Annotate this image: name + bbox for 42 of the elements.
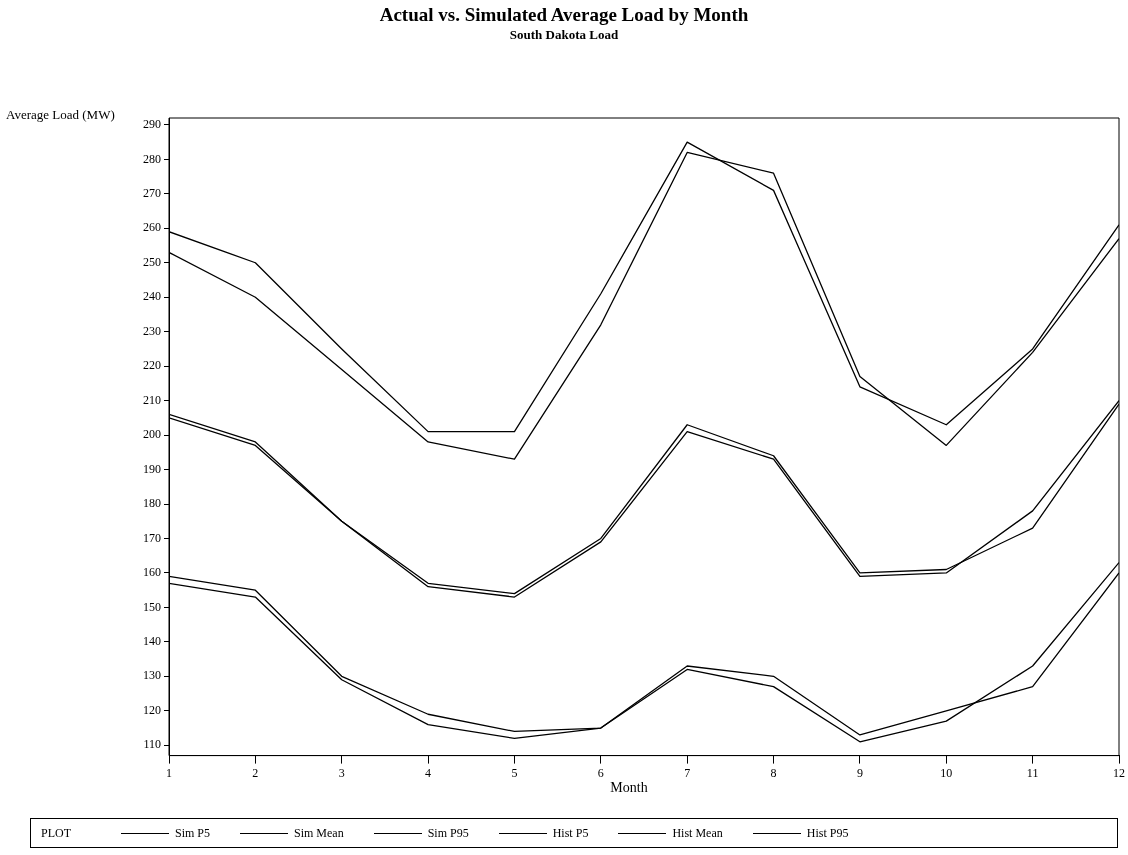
legend-title: PLOT	[41, 825, 72, 841]
x-tick-label: 4	[425, 765, 432, 780]
y-tick-label: 120	[143, 702, 161, 717]
y-tick-label: 220	[143, 358, 161, 373]
legend-label: Hist Mean	[672, 825, 723, 841]
y-tick-label: 250	[143, 254, 161, 269]
y-tick-label: 170	[143, 530, 161, 545]
y-tick-label: 270	[143, 185, 161, 200]
x-tick-label: 9	[856, 765, 863, 780]
legend-label: Sim P5	[175, 825, 211, 841]
y-tick-label: 190	[143, 461, 161, 476]
x-tick-label: 5	[511, 765, 518, 780]
y-tick-label: 290	[143, 117, 161, 132]
chart-title: Actual vs. Simulated Average Load by Month	[378, 4, 750, 26]
x-tick-label: 12	[1113, 765, 1125, 780]
x-tick-label: 1	[166, 765, 172, 780]
y-tick-label: 130	[143, 668, 161, 683]
y-tick-label: 230	[143, 323, 161, 338]
y-tick-label: 260	[143, 220, 161, 235]
x-tick-label: 10	[940, 765, 953, 780]
x-tick-label: 11	[1026, 765, 1039, 780]
chart-subtitle: South Dakota Load	[508, 27, 620, 43]
y-axis-title: Average Load (MW)	[6, 107, 115, 123]
x-tick-label: 7	[684, 765, 691, 780]
legend-label: Sim Mean	[294, 825, 344, 841]
y-tick-label: 150	[143, 599, 161, 614]
y-tick-label: 160	[143, 565, 161, 580]
x-tick-label: 8	[770, 765, 777, 780]
y-tick-label: 110	[143, 737, 161, 752]
x-axis-title: Month	[609, 780, 649, 796]
y-tick-label: 240	[143, 289, 161, 304]
y-tick-label: 180	[143, 496, 161, 511]
y-tick-label: 140	[143, 634, 161, 649]
y-tick-label: 210	[143, 392, 161, 407]
legend-label: Sim P95	[427, 825, 469, 841]
x-tick-label: 6	[597, 765, 604, 780]
x-tick-label: 2	[252, 765, 259, 780]
y-tick-label: 280	[143, 151, 161, 166]
legend-label: Hist P95	[806, 825, 849, 841]
legend-label: Hist P5	[552, 825, 589, 841]
y-tick-label: 200	[143, 427, 161, 442]
x-tick-label: 3	[338, 765, 345, 780]
